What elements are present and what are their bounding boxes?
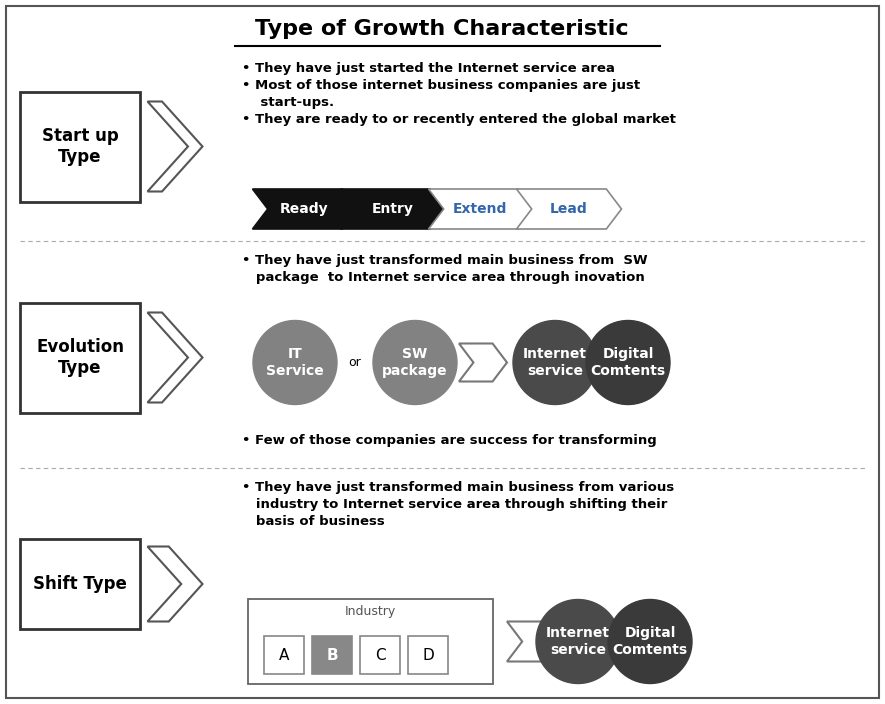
Text: Internet
service: Internet service — [523, 347, 587, 377]
Polygon shape — [459, 344, 507, 382]
Text: Extend: Extend — [453, 202, 507, 216]
Text: basis of business: basis of business — [242, 515, 385, 528]
Text: Ready: Ready — [280, 202, 328, 216]
Text: SW
package: SW package — [382, 347, 448, 377]
Bar — [360, 636, 400, 674]
Bar — [264, 636, 304, 674]
Text: Shift Type: Shift Type — [33, 575, 127, 593]
Text: package  to Internet service area through inovation: package to Internet service area through… — [242, 271, 645, 284]
Text: Industry: Industry — [345, 605, 396, 617]
Text: B: B — [327, 648, 338, 662]
Text: • They have just started the Internet service area: • They have just started the Internet se… — [242, 62, 615, 75]
Text: Digital
Comtents: Digital Comtents — [590, 347, 666, 377]
Polygon shape — [507, 622, 559, 662]
Text: Start up
Type: Start up Type — [42, 127, 119, 166]
Circle shape — [536, 600, 620, 684]
Text: • They are ready to or recently entered the global market: • They are ready to or recently entered … — [242, 113, 676, 126]
Text: Digital
Comtents: Digital Comtents — [612, 627, 688, 657]
Circle shape — [586, 320, 670, 405]
Bar — [408, 636, 448, 674]
Text: IT
Service: IT Service — [266, 347, 324, 377]
Text: • They have just transformed main business from various: • They have just transformed main busine… — [242, 481, 674, 494]
Circle shape — [253, 320, 337, 405]
Text: A: A — [279, 648, 289, 662]
Text: • Most of those internet business companies are just: • Most of those internet business compan… — [242, 79, 640, 92]
Polygon shape — [252, 189, 358, 229]
Text: • They have just transformed main business from  SW: • They have just transformed main busine… — [242, 254, 648, 267]
Bar — [248, 599, 493, 684]
Bar — [20, 92, 140, 201]
Text: • Few of those companies are success for transforming: • Few of those companies are success for… — [242, 434, 657, 447]
Polygon shape — [148, 313, 203, 403]
Circle shape — [513, 320, 597, 405]
Text: industry to Internet service area through shifting their: industry to Internet service area throug… — [242, 498, 667, 511]
Bar — [20, 303, 140, 413]
Text: Lead: Lead — [550, 202, 587, 216]
Text: Entry: Entry — [372, 202, 413, 216]
Polygon shape — [148, 546, 203, 622]
Bar — [312, 636, 352, 674]
Polygon shape — [428, 189, 534, 229]
Text: Internet
service: Internet service — [546, 627, 610, 657]
Text: Evolution
Type: Evolution Type — [36, 338, 124, 377]
Polygon shape — [341, 189, 445, 229]
Text: Type of Growth Characteristic: Type of Growth Characteristic — [255, 19, 629, 39]
Polygon shape — [148, 101, 203, 191]
Text: D: D — [422, 648, 434, 662]
Text: C: C — [374, 648, 385, 662]
Circle shape — [373, 320, 457, 405]
Text: or: or — [349, 356, 361, 369]
Bar — [20, 539, 140, 629]
Circle shape — [608, 600, 692, 684]
Text: start-ups.: start-ups. — [242, 96, 335, 109]
Polygon shape — [517, 189, 621, 229]
